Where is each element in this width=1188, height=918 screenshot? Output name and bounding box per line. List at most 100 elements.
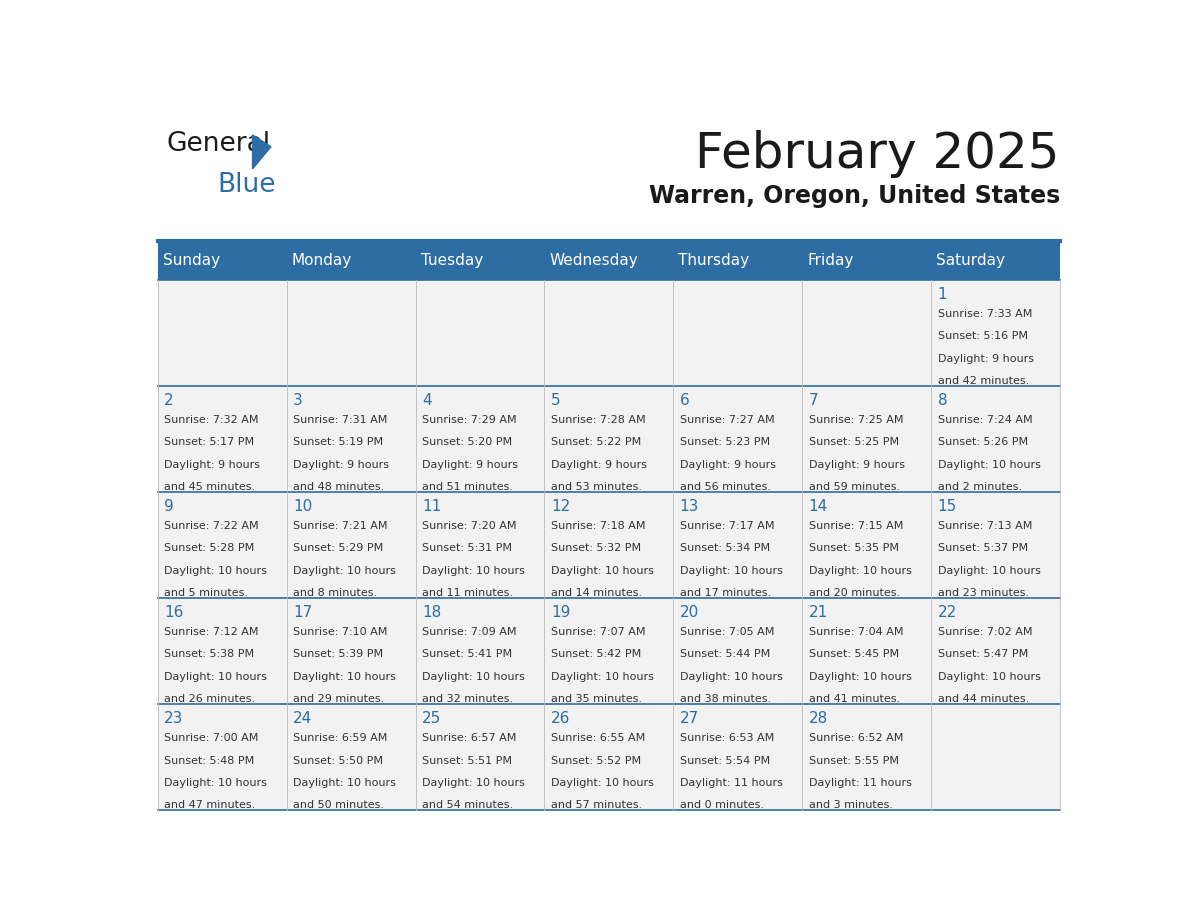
Text: Sunset: 5:47 PM: Sunset: 5:47 PM bbox=[937, 650, 1028, 659]
Text: February 2025: February 2025 bbox=[695, 130, 1060, 178]
Text: Sunset: 5:38 PM: Sunset: 5:38 PM bbox=[164, 650, 254, 659]
Text: Daylight: 10 hours: Daylight: 10 hours bbox=[164, 672, 267, 682]
Text: 28: 28 bbox=[809, 711, 828, 726]
Text: 2: 2 bbox=[164, 393, 173, 408]
Text: and 41 minutes.: and 41 minutes. bbox=[809, 694, 899, 704]
Text: and 3 minutes.: and 3 minutes. bbox=[809, 800, 892, 810]
Text: Sunset: 5:35 PM: Sunset: 5:35 PM bbox=[809, 543, 898, 554]
Text: Sunrise: 7:28 AM: Sunrise: 7:28 AM bbox=[551, 415, 645, 425]
Text: Sunrise: 7:15 AM: Sunrise: 7:15 AM bbox=[809, 521, 903, 532]
Text: Sunrise: 7:25 AM: Sunrise: 7:25 AM bbox=[809, 415, 903, 425]
Text: Sunrise: 7:24 AM: Sunrise: 7:24 AM bbox=[937, 415, 1032, 425]
Text: Tuesday: Tuesday bbox=[421, 252, 482, 268]
Text: 3: 3 bbox=[293, 393, 303, 408]
Text: and 17 minutes.: and 17 minutes. bbox=[680, 588, 771, 598]
Text: 16: 16 bbox=[164, 605, 183, 620]
Text: and 5 minutes.: and 5 minutes. bbox=[164, 588, 248, 598]
Text: and 11 minutes.: and 11 minutes. bbox=[422, 588, 513, 598]
Text: Sunset: 5:44 PM: Sunset: 5:44 PM bbox=[680, 650, 770, 659]
Text: and 42 minutes.: and 42 minutes. bbox=[937, 376, 1029, 386]
Text: Sunrise: 7:22 AM: Sunrise: 7:22 AM bbox=[164, 521, 259, 532]
Text: 14: 14 bbox=[809, 498, 828, 514]
Text: Sunrise: 7:17 AM: Sunrise: 7:17 AM bbox=[680, 521, 775, 532]
Text: 12: 12 bbox=[551, 498, 570, 514]
Text: Daylight: 10 hours: Daylight: 10 hours bbox=[937, 460, 1041, 470]
Text: 27: 27 bbox=[680, 711, 699, 726]
Text: Friday: Friday bbox=[808, 252, 854, 268]
Text: Daylight: 9 hours: Daylight: 9 hours bbox=[680, 460, 776, 470]
Bar bbox=[158, 386, 1060, 492]
Text: 21: 21 bbox=[809, 605, 828, 620]
Text: 15: 15 bbox=[937, 498, 956, 514]
Text: Sunrise: 7:32 AM: Sunrise: 7:32 AM bbox=[164, 415, 259, 425]
Text: Daylight: 11 hours: Daylight: 11 hours bbox=[680, 778, 783, 788]
Text: General: General bbox=[166, 131, 271, 157]
Text: Sunrise: 7:27 AM: Sunrise: 7:27 AM bbox=[680, 415, 775, 425]
Text: Sunset: 5:17 PM: Sunset: 5:17 PM bbox=[164, 438, 254, 447]
Bar bbox=[158, 704, 1060, 810]
Text: and 35 minutes.: and 35 minutes. bbox=[551, 694, 642, 704]
Text: 19: 19 bbox=[551, 605, 570, 620]
Text: Sunset: 5:16 PM: Sunset: 5:16 PM bbox=[937, 331, 1028, 341]
Text: 22: 22 bbox=[937, 605, 956, 620]
Text: 11: 11 bbox=[422, 498, 441, 514]
Text: Sunrise: 7:09 AM: Sunrise: 7:09 AM bbox=[422, 627, 517, 637]
Text: 9: 9 bbox=[164, 498, 173, 514]
Text: Daylight: 10 hours: Daylight: 10 hours bbox=[422, 778, 525, 788]
Text: Sunset: 5:29 PM: Sunset: 5:29 PM bbox=[293, 543, 384, 554]
Text: and 14 minutes.: and 14 minutes. bbox=[551, 588, 642, 598]
Text: and 48 minutes.: and 48 minutes. bbox=[293, 482, 384, 492]
Text: Sunrise: 7:29 AM: Sunrise: 7:29 AM bbox=[422, 415, 517, 425]
Text: Daylight: 10 hours: Daylight: 10 hours bbox=[422, 565, 525, 576]
Text: Sunset: 5:34 PM: Sunset: 5:34 PM bbox=[680, 543, 770, 554]
Polygon shape bbox=[253, 135, 271, 169]
Text: and 0 minutes.: and 0 minutes. bbox=[680, 800, 764, 810]
Text: Wednesday: Wednesday bbox=[550, 252, 638, 268]
Text: Sunset: 5:45 PM: Sunset: 5:45 PM bbox=[809, 650, 899, 659]
Text: Sunrise: 7:18 AM: Sunrise: 7:18 AM bbox=[551, 521, 645, 532]
Text: Sunset: 5:48 PM: Sunset: 5:48 PM bbox=[164, 756, 254, 766]
Text: 17: 17 bbox=[293, 605, 312, 620]
Text: and 38 minutes.: and 38 minutes. bbox=[680, 694, 771, 704]
Text: and 51 minutes.: and 51 minutes. bbox=[422, 482, 513, 492]
Text: Daylight: 9 hours: Daylight: 9 hours bbox=[164, 460, 260, 470]
Text: Daylight: 10 hours: Daylight: 10 hours bbox=[293, 565, 396, 576]
Text: Daylight: 10 hours: Daylight: 10 hours bbox=[680, 672, 783, 682]
Text: Sunset: 5:42 PM: Sunset: 5:42 PM bbox=[551, 650, 642, 659]
Text: 1: 1 bbox=[937, 286, 947, 302]
Text: and 8 minutes.: and 8 minutes. bbox=[293, 588, 377, 598]
Text: 4: 4 bbox=[422, 393, 431, 408]
Text: Daylight: 10 hours: Daylight: 10 hours bbox=[293, 672, 396, 682]
Text: Sunset: 5:39 PM: Sunset: 5:39 PM bbox=[293, 650, 384, 659]
Text: 5: 5 bbox=[551, 393, 561, 408]
Text: Sunset: 5:52 PM: Sunset: 5:52 PM bbox=[551, 756, 642, 766]
Text: Sunrise: 6:57 AM: Sunrise: 6:57 AM bbox=[422, 733, 517, 744]
Text: Sunset: 5:23 PM: Sunset: 5:23 PM bbox=[680, 438, 770, 447]
Text: Sunrise: 6:53 AM: Sunrise: 6:53 AM bbox=[680, 733, 775, 744]
Text: and 59 minutes.: and 59 minutes. bbox=[809, 482, 899, 492]
Text: Sunset: 5:31 PM: Sunset: 5:31 PM bbox=[422, 543, 512, 554]
Text: 20: 20 bbox=[680, 605, 699, 620]
Text: Saturday: Saturday bbox=[936, 252, 1005, 268]
Text: 18: 18 bbox=[422, 605, 441, 620]
Text: Sunset: 5:37 PM: Sunset: 5:37 PM bbox=[937, 543, 1028, 554]
Text: Sunset: 5:51 PM: Sunset: 5:51 PM bbox=[422, 756, 512, 766]
Text: Daylight: 10 hours: Daylight: 10 hours bbox=[809, 672, 911, 682]
Text: 10: 10 bbox=[293, 498, 312, 514]
Text: Sunset: 5:22 PM: Sunset: 5:22 PM bbox=[551, 438, 642, 447]
Bar bbox=[158, 280, 1060, 386]
Text: Sunrise: 6:59 AM: Sunrise: 6:59 AM bbox=[293, 733, 387, 744]
Text: Sunrise: 7:05 AM: Sunrise: 7:05 AM bbox=[680, 627, 775, 637]
Text: Sunrise: 7:21 AM: Sunrise: 7:21 AM bbox=[293, 521, 387, 532]
Text: Sunrise: 6:52 AM: Sunrise: 6:52 AM bbox=[809, 733, 903, 744]
Text: Sunset: 5:25 PM: Sunset: 5:25 PM bbox=[809, 438, 899, 447]
Text: 24: 24 bbox=[293, 711, 312, 726]
Text: Warren, Oregon, United States: Warren, Oregon, United States bbox=[649, 185, 1060, 208]
Text: and 53 minutes.: and 53 minutes. bbox=[551, 482, 642, 492]
Text: 8: 8 bbox=[937, 393, 947, 408]
Text: and 32 minutes.: and 32 minutes. bbox=[422, 694, 513, 704]
Text: Daylight: 10 hours: Daylight: 10 hours bbox=[937, 565, 1041, 576]
Text: and 29 minutes.: and 29 minutes. bbox=[293, 694, 384, 704]
Text: Daylight: 10 hours: Daylight: 10 hours bbox=[551, 565, 653, 576]
Text: and 44 minutes.: and 44 minutes. bbox=[937, 694, 1029, 704]
